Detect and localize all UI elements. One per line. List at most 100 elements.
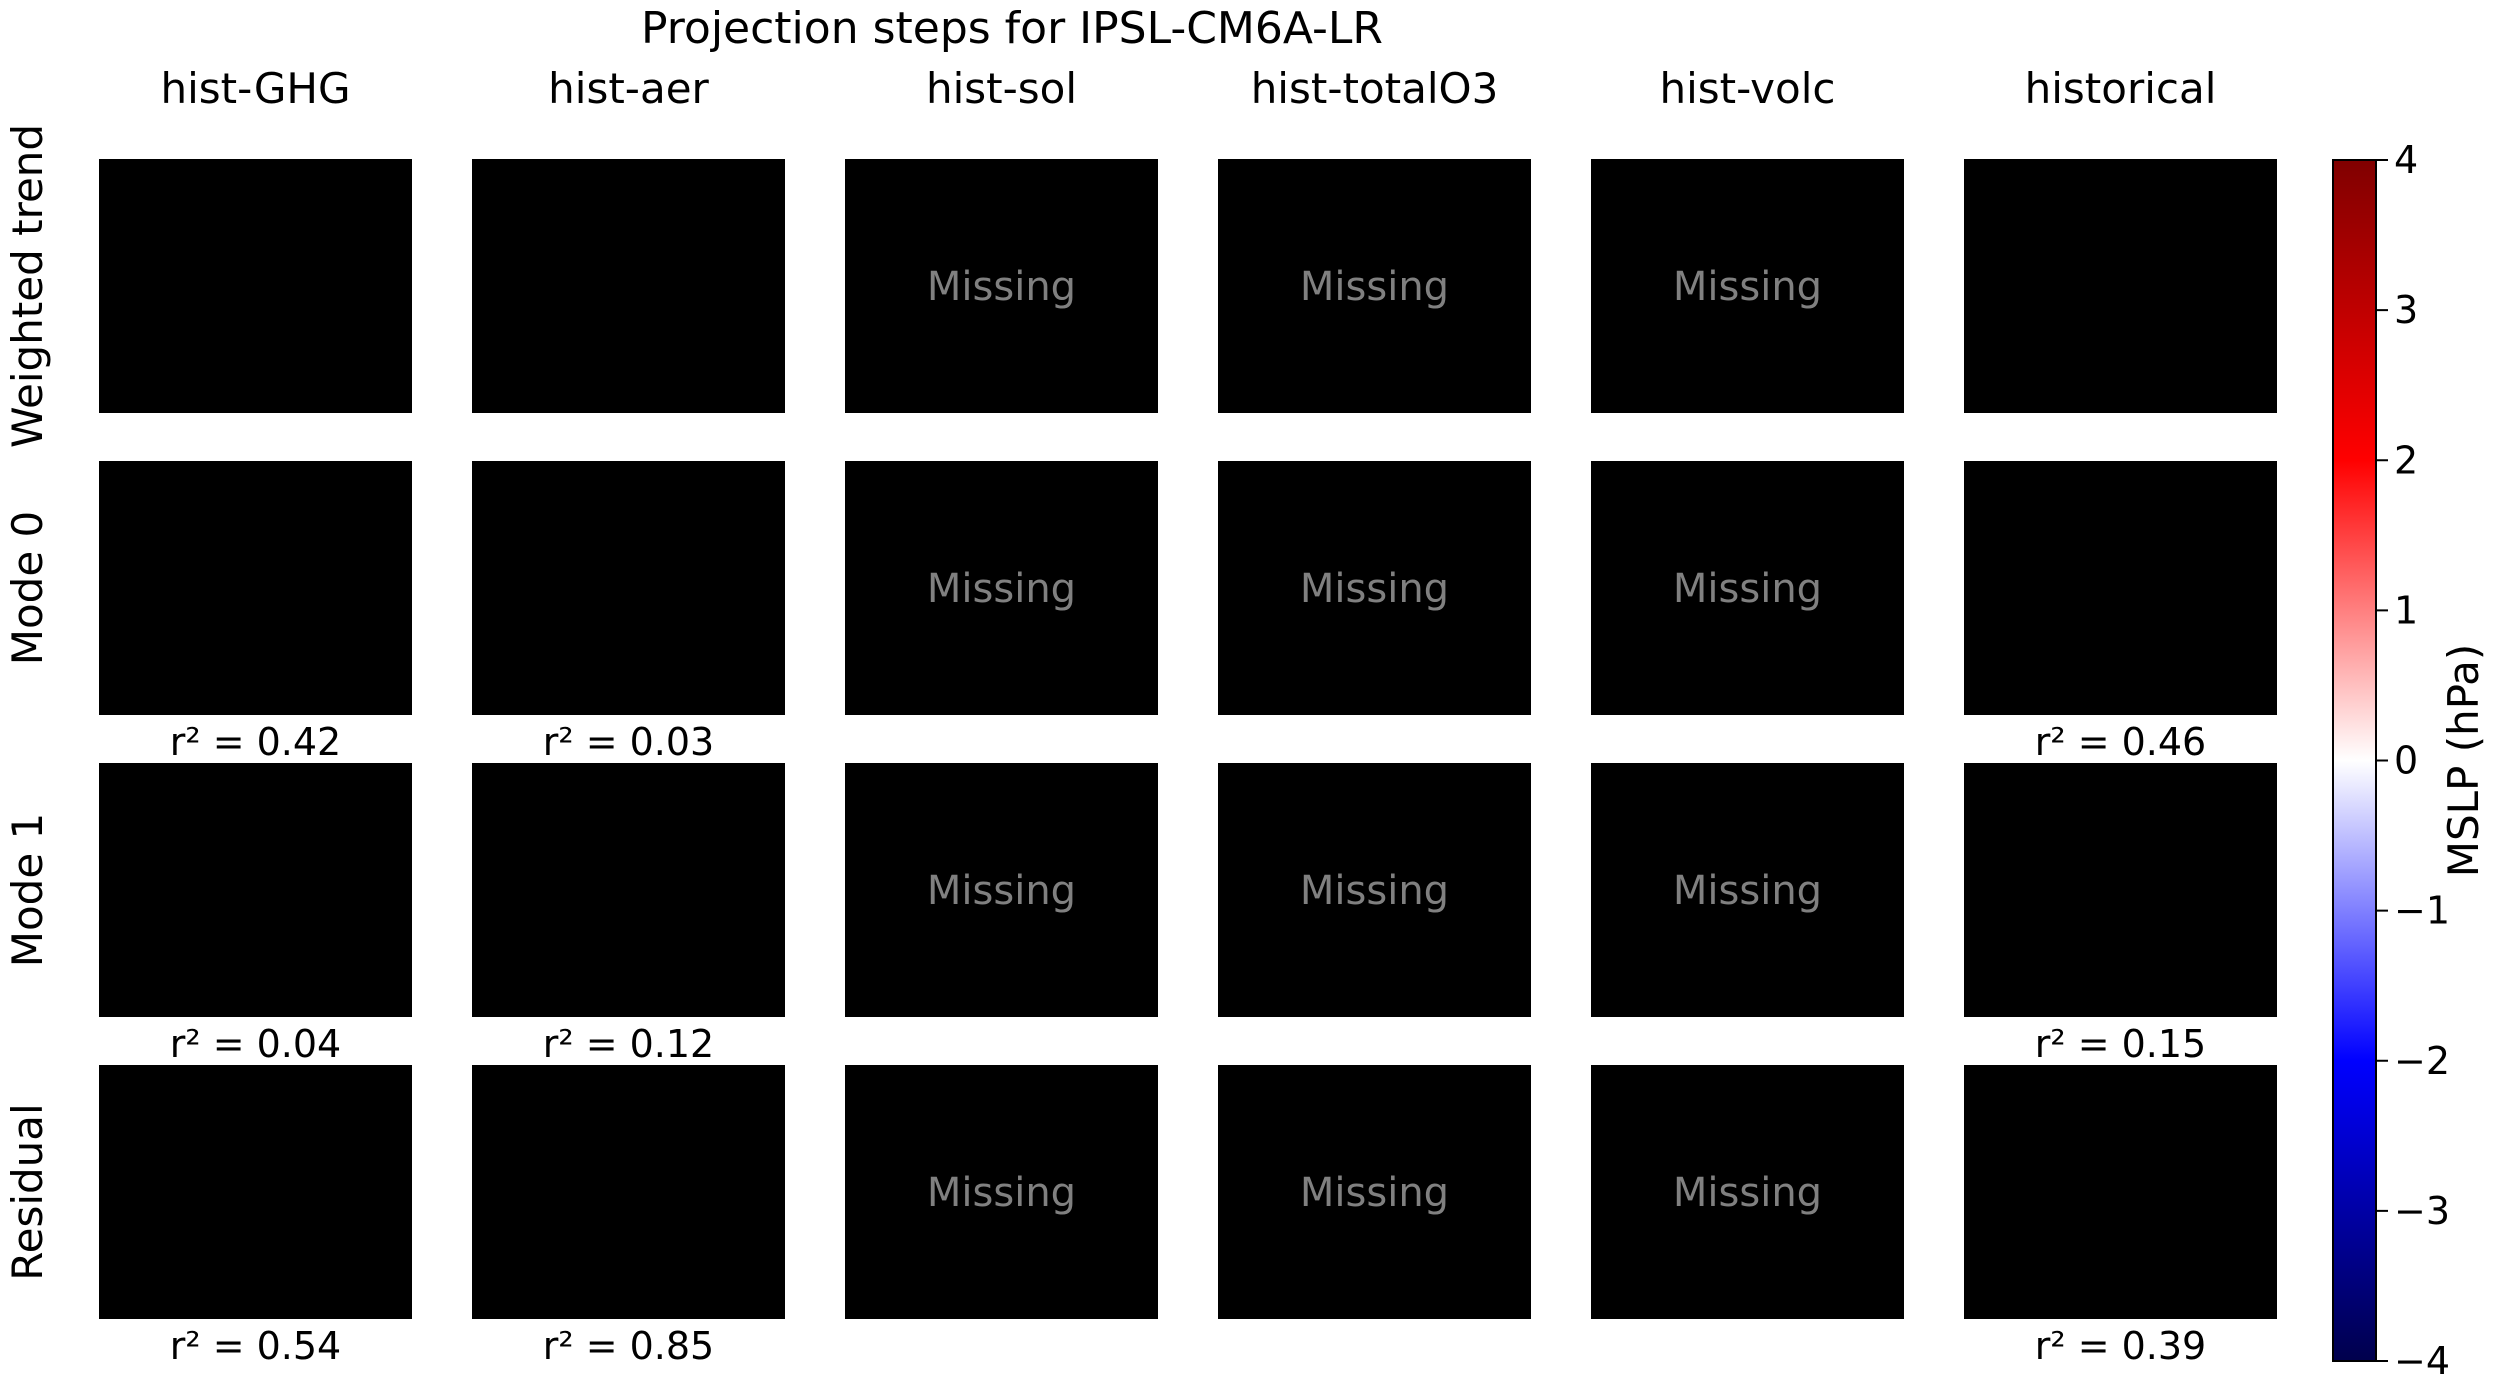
chart-title: Projection steps for IPSL-CM6A-LR <box>641 3 1383 54</box>
coastline-map <box>100 1066 411 1318</box>
coastline-map <box>473 1066 784 1318</box>
column-header-hist-volc: hist-volc <box>1660 64 1836 113</box>
panel-mode-0-historical: r² = 0.46 <box>1964 461 2277 764</box>
coastline-map <box>1965 462 2276 714</box>
panel-mode-1-hist-ghg: r² = 0.04 <box>99 763 412 1066</box>
panel-mode-0-hist-aer: r² = 0.03 <box>472 461 785 764</box>
missing-label: Missing <box>1300 1170 1449 1216</box>
coastline-map <box>473 462 784 714</box>
colorbar-tick-label: −1 <box>2394 889 2450 933</box>
r2-label: r² = 0.85 <box>543 1324 714 1368</box>
panel-weighted-trend-hist-ghg <box>99 159 412 413</box>
panel-weighted-trend-historical <box>1964 159 2277 413</box>
colorbar-label: MSLP (hPa) <box>2439 644 2488 878</box>
panel-frame <box>845 763 1158 1017</box>
column-header-hist-aer: hist-aer <box>548 64 709 113</box>
panel-frame <box>472 159 785 413</box>
r2-label: r² = 0.54 <box>170 1324 341 1368</box>
column-header-hist-totalo3: hist-totalO3 <box>1251 64 1499 113</box>
panel-frame <box>1591 763 1904 1017</box>
panel-grid: Missing Missing Missing r² = 0.42 r² = 0.03 M… <box>99 159 2277 1368</box>
panel-frame <box>99 763 412 1017</box>
panel-frame <box>1218 461 1531 715</box>
panel-mode-1-hist-totalo3: Missing <box>1218 763 1531 1017</box>
panel-frame <box>845 1065 1158 1319</box>
colorbar-gradient <box>2332 159 2377 1362</box>
r2-label: r² = 0.03 <box>543 720 714 764</box>
panel-frame <box>99 159 412 413</box>
coastline-map <box>1965 764 2276 1016</box>
row-label-mode-1: Mode 1 <box>3 813 52 968</box>
row-labels: Weighted trend Mode 0 Mode 1 Residual <box>3 124 52 1281</box>
panel-residual-hist-aer: r² = 0.85 <box>472 1065 785 1368</box>
panel-residual-historical: r² = 0.39 <box>1964 1065 2277 1368</box>
panel-residual-hist-sol: Missing <box>845 1065 1158 1319</box>
r2-label: r² = 0.15 <box>2035 1022 2206 1066</box>
r2-label: r² = 0.46 <box>2035 720 2206 764</box>
coastline-map <box>100 160 411 412</box>
colorbar-tick-label: 2 <box>2394 438 2418 482</box>
missing-label: Missing <box>1673 1170 1822 1216</box>
panel-frame <box>1964 763 2277 1017</box>
missing-label: Missing <box>1300 868 1449 914</box>
panel-weighted-trend-hist-volc: Missing <box>1591 159 1904 413</box>
coastline-map <box>473 764 784 1016</box>
panel-residual-hist-ghg: r² = 0.54 <box>99 1065 412 1368</box>
panel-frame <box>845 159 1158 413</box>
r2-label: r² = 0.39 <box>2035 1324 2206 1368</box>
missing-label: Missing <box>1300 566 1449 612</box>
missing-label: Missing <box>1673 566 1822 612</box>
panel-mode-0-hist-sol: Missing <box>845 461 1158 715</box>
panel-frame <box>1964 159 2277 413</box>
panel-frame <box>472 763 785 1017</box>
colorbar-tick-label: 1 <box>2394 588 2418 632</box>
missing-label: Missing <box>927 1170 1076 1216</box>
panel-mode-1-hist-volc: Missing <box>1591 763 1904 1017</box>
panel-mode-0-hist-ghg: r² = 0.42 <box>99 461 412 764</box>
panel-weighted-trend-hist-sol: Missing <box>845 159 1158 413</box>
panel-frame <box>1964 461 2277 715</box>
column-header-historical: historical <box>2025 64 2217 113</box>
coastline-map <box>100 764 411 1016</box>
coastline-map <box>1965 160 2276 412</box>
colorbar-tick-label: −2 <box>2394 1039 2450 1083</box>
missing-label: Missing <box>927 566 1076 612</box>
missing-label: Missing <box>927 264 1076 310</box>
colorbar-tick-label: 3 <box>2394 288 2418 332</box>
column-header-hist-sol: hist-sol <box>926 64 1077 113</box>
panel-residual-hist-volc: Missing <box>1591 1065 1904 1319</box>
missing-label: Missing <box>1673 264 1822 310</box>
r2-label: r² = 0.12 <box>543 1022 714 1066</box>
panel-frame <box>99 461 412 715</box>
panel-frame <box>1218 1065 1531 1319</box>
panel-frame <box>1964 1065 2277 1319</box>
colorbar: 4 3 2 1 0 −1 −2 −3 −4 MSLP (hPa) <box>2332 138 2488 1383</box>
colorbar-tick-label: −3 <box>2394 1189 2450 1233</box>
panel-mode-0-hist-totalo3: Missing <box>1218 461 1531 715</box>
colorbar-tick-label: −4 <box>2394 1339 2450 1383</box>
panel-mode-1-hist-sol: Missing <box>845 763 1158 1017</box>
column-header-hist-ghg: hist-GHG <box>160 64 350 113</box>
row-label-mode-0: Mode 0 <box>3 511 52 666</box>
column-headers: hist-GHG hist-aer hist-sol hist-totalO3 hist… <box>160 64 2216 113</box>
panel-frame <box>472 461 785 715</box>
coastline-map <box>100 462 411 714</box>
panel-weighted-trend-hist-aer <box>472 159 785 413</box>
missing-label: Missing <box>1673 868 1822 914</box>
missing-label: Missing <box>927 868 1076 914</box>
missing-label: Missing <box>1300 264 1449 310</box>
panel-frame <box>1591 461 1904 715</box>
panel-frame <box>472 1065 785 1319</box>
colorbar-tick-label: 4 <box>2394 138 2418 182</box>
panel-frame <box>1591 1065 1904 1319</box>
panel-frame <box>99 1065 412 1319</box>
panel-weighted-trend-hist-totalo3: Missing <box>1218 159 1531 413</box>
row-label-weighted-trend: Weighted trend <box>3 124 52 448</box>
coastline-map <box>1965 1066 2276 1318</box>
panel-frame <box>1218 763 1531 1017</box>
colorbar-tick-label: 0 <box>2394 739 2418 783</box>
panel-mode-1-historical: r² = 0.15 <box>1964 763 2277 1066</box>
r2-label: r² = 0.42 <box>170 720 341 764</box>
row-label-residual: Residual <box>3 1103 52 1280</box>
